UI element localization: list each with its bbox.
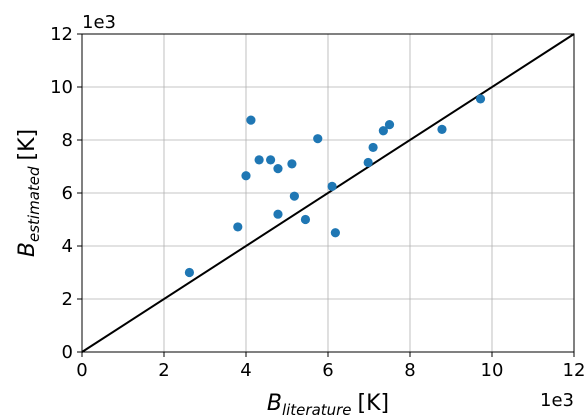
data-point [330, 228, 340, 238]
x-tick-label: 4 [240, 360, 251, 381]
y-axis-label-subscript: estimated [25, 166, 43, 242]
x-axis-label-symbol: B [267, 391, 282, 415]
x-tick-label: 10 [481, 360, 504, 381]
y-tick-label: 2 [62, 289, 73, 310]
x-tick-label: 6 [322, 360, 333, 381]
y-axis-label-unit: [K] [15, 129, 40, 161]
y-axis-ticks: 0 2 4 6 8 10 12 [50, 24, 82, 363]
data-point [384, 120, 395, 130]
data-point [300, 214, 311, 225]
x-axis-label-unit: [K] [358, 391, 390, 415]
data-points [184, 94, 486, 278]
y-tick-label: 4 [62, 236, 73, 257]
y-tick-label: 8 [62, 130, 73, 151]
x-axis-label: Bliterature [K] [267, 391, 389, 415]
y-tick-label: 0 [62, 342, 73, 363]
data-point [363, 157, 373, 168]
data-point [368, 142, 378, 153]
x-tick-label: 0 [76, 360, 87, 381]
data-point [273, 164, 283, 174]
y-axis-label-symbol: B [15, 242, 40, 257]
data-point [273, 209, 283, 219]
x-axis-label-subscript: literature [282, 401, 352, 415]
data-point [184, 267, 195, 278]
y-tick-label: 12 [50, 24, 73, 45]
data-point [241, 171, 251, 181]
data-point [266, 155, 276, 165]
identity-line [81, 33, 575, 353]
y-axis-multiplier: 1e3 [82, 12, 116, 33]
y-axis-label: Bestimated [K] [15, 129, 43, 257]
data-point [289, 191, 299, 201]
data-point [254, 155, 264, 165]
x-axis-multiplier: 1e3 [540, 390, 574, 411]
data-point [287, 159, 297, 169]
data-point [378, 126, 388, 136]
data-point [233, 222, 243, 232]
data-point [313, 134, 323, 144]
data-point [475, 94, 486, 104]
identity-line-layer [81, 33, 575, 353]
data-point [327, 181, 337, 191]
data-point [437, 124, 447, 134]
data-point [246, 115, 256, 125]
x-tick-label: 12 [563, 360, 586, 381]
x-axis-ticks: 0 2 4 6 8 10 12 [76, 352, 585, 381]
x-tick-label: 8 [404, 360, 415, 381]
x-tick-label: 2 [158, 360, 169, 381]
y-tick-label: 10 [50, 77, 73, 98]
y-tick-label: 6 [62, 183, 73, 204]
